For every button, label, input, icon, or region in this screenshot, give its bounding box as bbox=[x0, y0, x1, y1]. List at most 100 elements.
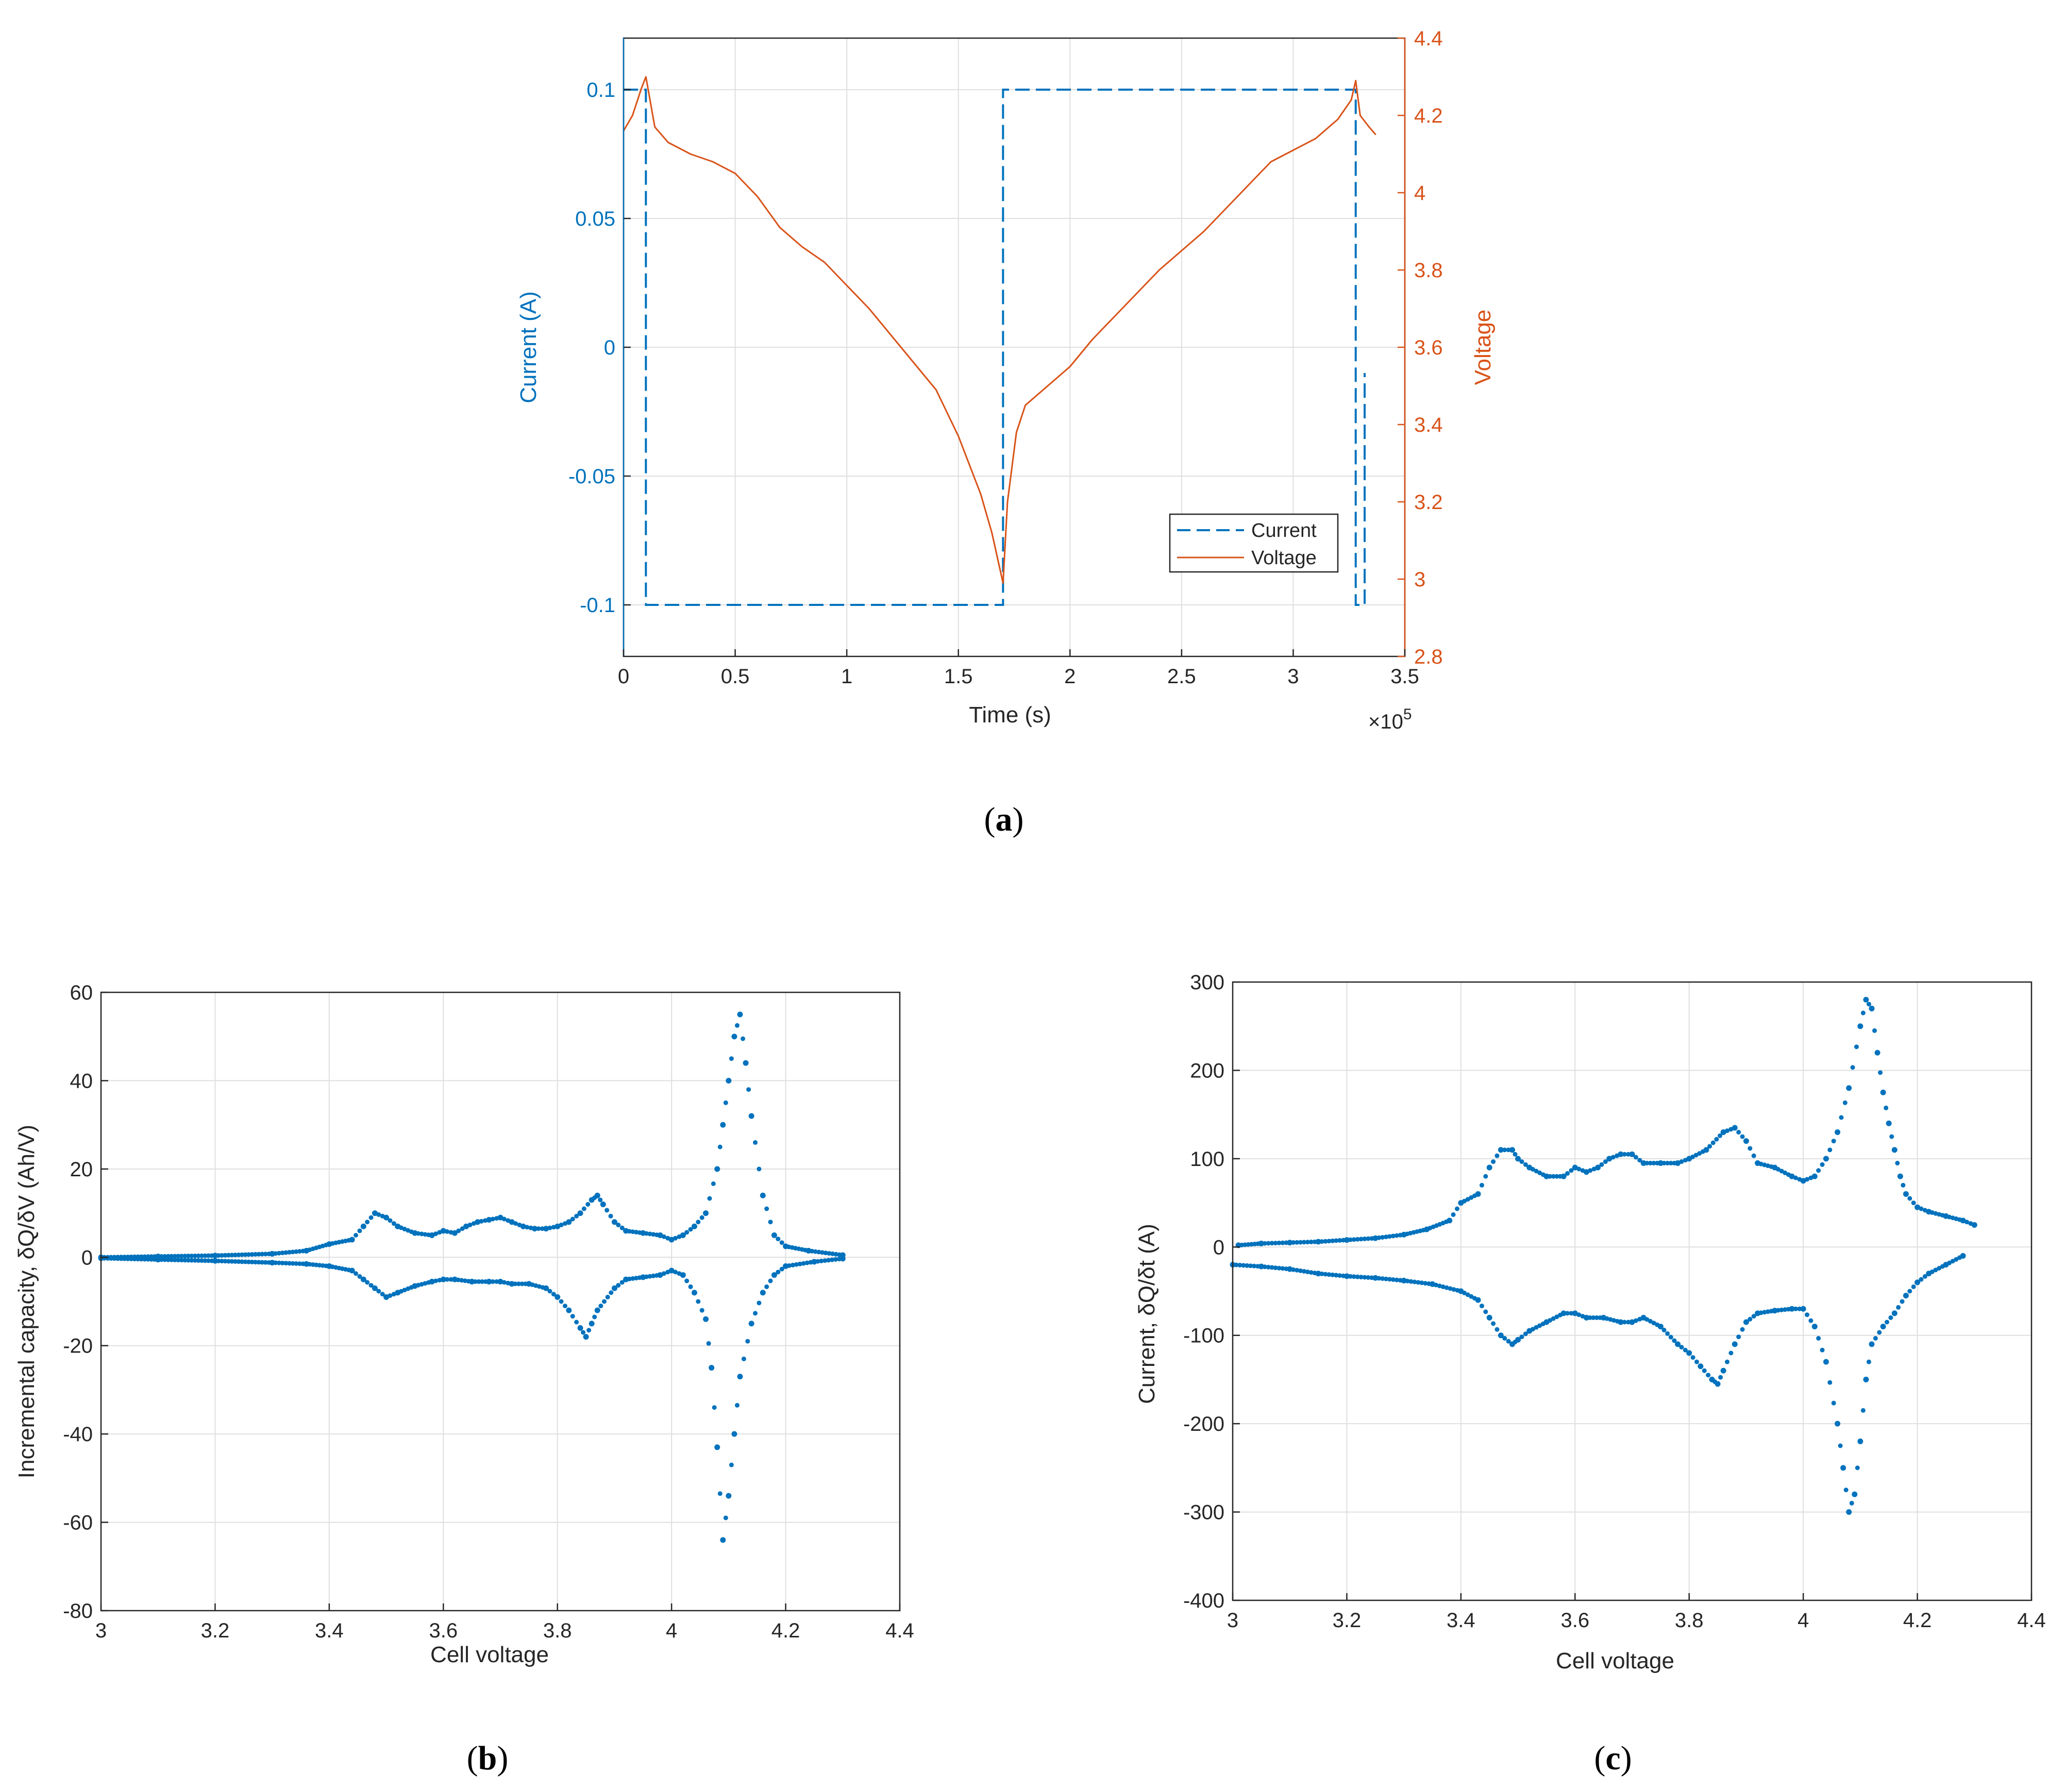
panel-c-discharge-point bbox=[1343, 1273, 1350, 1279]
panel-c-discharge-point bbox=[1565, 1311, 1570, 1316]
panel-c-discharge-point bbox=[1351, 1274, 1356, 1279]
panel-c-charge-point bbox=[1277, 1240, 1282, 1245]
panel-c-discharge-point bbox=[1319, 1271, 1324, 1276]
panel-c-discharge-point bbox=[1569, 1311, 1574, 1316]
panel-c-discharge-point bbox=[1583, 1314, 1589, 1321]
panel-c-discharge-point bbox=[1412, 1279, 1417, 1284]
panel-c-discharge-point bbox=[1665, 1331, 1670, 1336]
panel-b-charge-point bbox=[743, 1060, 749, 1066]
panel-c-charge-point bbox=[1911, 1201, 1916, 1206]
panel-c-charge-point bbox=[1560, 1173, 1567, 1179]
panel-c-charge-point bbox=[1679, 1159, 1684, 1164]
panel-b-charge-point bbox=[823, 1250, 828, 1256]
panel-c-y-tick-label: -200 bbox=[1183, 1413, 1224, 1435]
panel-c-charge-point bbox=[1262, 1241, 1267, 1246]
panel-b-discharge-point bbox=[246, 1259, 251, 1264]
panel-c-discharge-point bbox=[1743, 1319, 1749, 1325]
panel-b-discharge-point bbox=[243, 1259, 248, 1264]
panel-c-discharge-point bbox=[1911, 1284, 1916, 1289]
panel-b-discharge-point bbox=[801, 1261, 806, 1266]
panel-b-discharge-point bbox=[368, 1283, 374, 1288]
panel-c-discharge-point bbox=[1241, 1263, 1246, 1268]
panel-c-discharge-point bbox=[1498, 1332, 1504, 1339]
panel-c-discharge-point bbox=[1315, 1271, 1321, 1277]
panel-b-discharge-point bbox=[570, 1314, 575, 1319]
panel-c-discharge-point bbox=[1372, 1275, 1379, 1281]
panel-b-discharge-point bbox=[357, 1274, 362, 1279]
panel-b-charge-point bbox=[566, 1219, 572, 1225]
panel-c-charge-point bbox=[1618, 1151, 1624, 1157]
panel-b-discharge-point bbox=[559, 1299, 564, 1304]
panel-b-discharge-point bbox=[219, 1259, 224, 1264]
panel-b-charge-point bbox=[734, 1023, 740, 1028]
panel-a-right-tick-label: 2.8 bbox=[1414, 646, 1443, 668]
panel-c-discharge-point bbox=[1816, 1335, 1821, 1341]
panel-b-charge-point bbox=[243, 1252, 248, 1257]
panel-b-charge-point bbox=[223, 1253, 228, 1258]
panel-c-charge-point bbox=[1718, 1133, 1722, 1138]
panel-b-y-tick-label: -60 bbox=[63, 1512, 93, 1534]
panel-c-discharge-point bbox=[1855, 1465, 1860, 1470]
panel-c-charge-point bbox=[1720, 1129, 1726, 1135]
panel-b-discharge-point bbox=[586, 1328, 592, 1333]
panel-b-charge-point bbox=[486, 1216, 492, 1223]
panel-c-discharge-point bbox=[1686, 1350, 1692, 1356]
panel-b-discharge-point bbox=[229, 1259, 234, 1264]
panel-c-charge-point bbox=[1648, 1160, 1653, 1165]
panel-c-discharge-point bbox=[1633, 1318, 1638, 1323]
panel-c-charge-point bbox=[1854, 1044, 1859, 1050]
panel-b-charge-point bbox=[176, 1254, 181, 1259]
panel-c-charge-point bbox=[1743, 1138, 1749, 1144]
panel-c-charge-point bbox=[1551, 1174, 1556, 1179]
panel-c-discharge-point bbox=[1548, 1318, 1553, 1323]
panel-b-charge-point bbox=[479, 1219, 484, 1224]
panel-b-charge-point bbox=[276, 1250, 281, 1256]
panel-c-charge-point bbox=[1583, 1169, 1589, 1175]
panel-c-discharge-point bbox=[1702, 1368, 1707, 1373]
panel-b-charge-point bbox=[540, 1226, 545, 1231]
panel-c-charge-point bbox=[1572, 1164, 1578, 1171]
panel-c-discharge-point bbox=[1444, 1285, 1449, 1290]
panel-b-discharge-point bbox=[440, 1276, 446, 1282]
panel-c-charge-point bbox=[1637, 1158, 1642, 1163]
panel-c-charge-point bbox=[1548, 1174, 1553, 1179]
panel-b-discharge-point bbox=[360, 1276, 366, 1282]
panel-b-discharge-point bbox=[165, 1257, 171, 1262]
panel-c-charge-point bbox=[1372, 1235, 1379, 1241]
panel-c-discharge-point bbox=[1827, 1380, 1833, 1385]
panel-c-discharge-point bbox=[1922, 1274, 1927, 1279]
panel-c-discharge-point bbox=[1823, 1359, 1829, 1365]
panel-b-discharge-point bbox=[668, 1267, 675, 1274]
panel-b-charge-point bbox=[577, 1210, 583, 1216]
panel-c-discharge-point bbox=[1269, 1265, 1274, 1270]
panel-c-charge-point bbox=[1595, 1164, 1601, 1171]
panel-b-x-tick-label: 3.2 bbox=[201, 1619, 230, 1642]
panel-c-discharge-point bbox=[1537, 1323, 1542, 1328]
panel-b-charge-point bbox=[833, 1252, 838, 1257]
panel-c-discharge-point bbox=[1530, 1327, 1535, 1332]
panel-b-discharge-point bbox=[226, 1259, 231, 1264]
panel-c-charge-point bbox=[1599, 1162, 1604, 1167]
panel-b-charge-point bbox=[467, 1222, 473, 1227]
panel-b-charge-point bbox=[707, 1196, 712, 1201]
panel-c-charge-point bbox=[1588, 1168, 1593, 1173]
panel-c-charge-point bbox=[1675, 1160, 1681, 1166]
panel-c-discharge-point bbox=[1479, 1304, 1484, 1309]
panel-b-charge-point bbox=[423, 1232, 428, 1237]
panel-c-discharge-point bbox=[1486, 1314, 1492, 1321]
panel-b-discharge-point bbox=[786, 1263, 792, 1268]
panel-c-discharge-point bbox=[1330, 1272, 1335, 1277]
panel-c-charge-point bbox=[1850, 1065, 1855, 1070]
panel-b-discharge-point bbox=[276, 1260, 281, 1265]
panel-c-discharge-point bbox=[1440, 1284, 1446, 1289]
panel-b-discharge-point bbox=[712, 1405, 717, 1410]
panel-b-series bbox=[98, 1011, 846, 1543]
panel-c-charge-point bbox=[1732, 1125, 1738, 1131]
series-voltage-line bbox=[623, 76, 1376, 584]
panel-c-charge-point bbox=[1633, 1155, 1638, 1160]
panel-b-charge-point bbox=[611, 1219, 617, 1225]
panel-c-charge-point bbox=[1301, 1240, 1306, 1245]
panel-c-discharge-point bbox=[1877, 1330, 1882, 1335]
panel-c-discharge-point bbox=[1591, 1315, 1596, 1320]
panel-c-charge-point bbox=[1866, 1002, 1871, 1007]
